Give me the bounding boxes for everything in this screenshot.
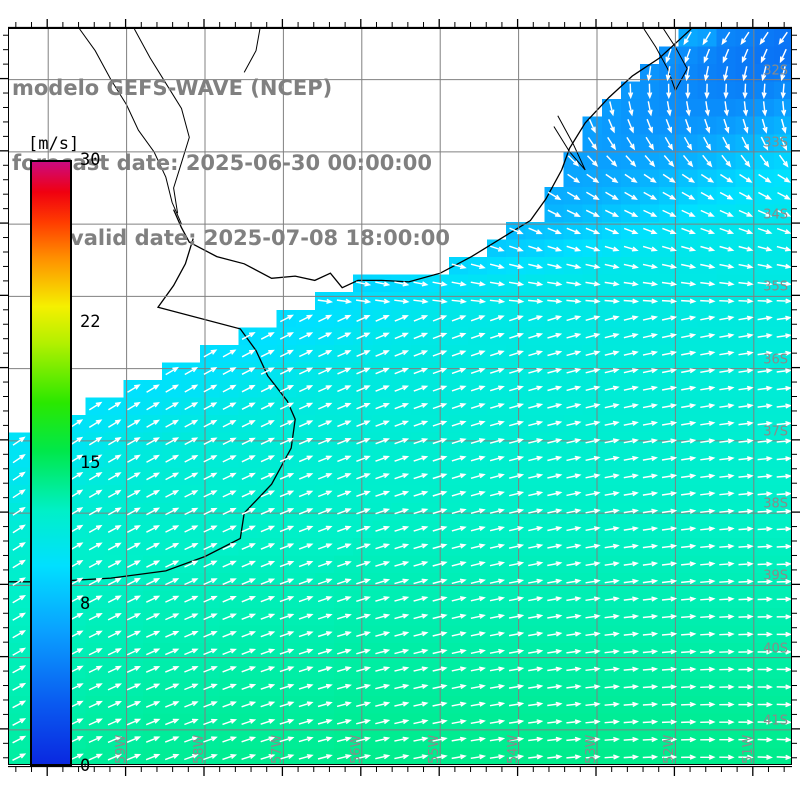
colorbar-unit-label: [m/s] [28, 134, 80, 154]
figure-title-block: modelo GEFS-WAVE (NCEP) forecast date: 2… [10, 26, 530, 301]
colorbar-tick-0: 0 [80, 756, 91, 776]
axis-ruler-bottom [8, 766, 792, 776]
colorbar-tick-30: 30 [80, 150, 101, 170]
colorbar-tick-8: 8 [80, 594, 91, 615]
axis-ruler-left [0, 34, 8, 759]
colorbar-tick-15: 15 [80, 453, 101, 473]
title-valid-date-line: valid date: 2025-07-08 18:00:00 [70, 226, 450, 250]
colorbar-tick-22: 22 [80, 311, 101, 332]
colorbar[interactable] [30, 160, 72, 766]
colorbar-gradient [32, 162, 70, 764]
title-model-line: modelo GEFS-WAVE (NCEP) [12, 76, 333, 100]
axis-ruler-right [792, 34, 800, 759]
